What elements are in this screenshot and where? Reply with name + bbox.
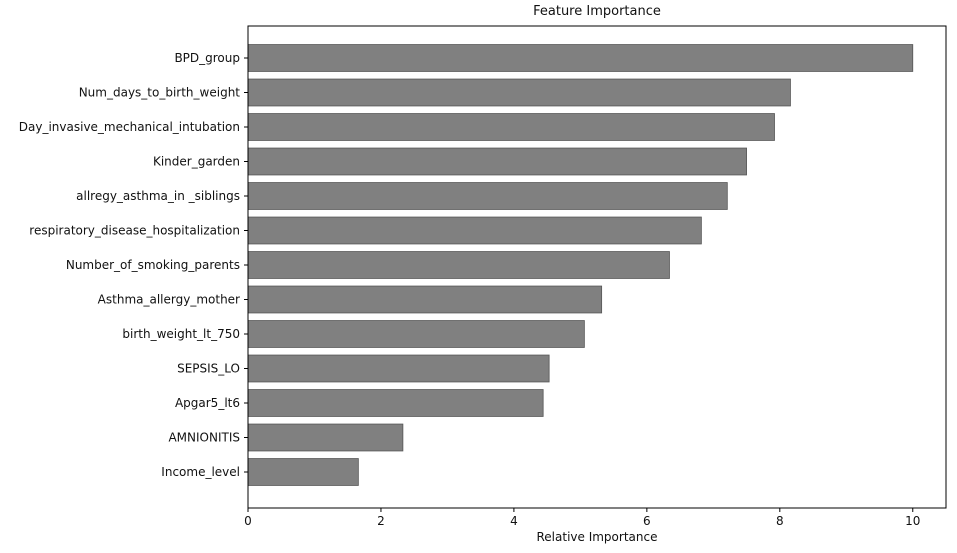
chart-title: Feature Importance [533,4,661,19]
x-tick-label: 6 [643,514,651,528]
y-tick-label: Number_of_smoking_parents [66,258,240,272]
bar [247,320,585,348]
bar [247,216,702,245]
x-tick-label: 2 [377,514,385,528]
x-tick-label: 10 [905,514,920,528]
y-tick-label: respiratory_disease_hospitalization [29,224,240,238]
bar [247,389,544,417]
y-tick-label: SEPSIS_LO [177,362,240,376]
y-tick-label: BPD_group [174,51,240,65]
bar [247,458,359,486]
y-tick-label: Kinder_garden [153,155,240,169]
bar [247,354,550,383]
y-tick-label: Apgar5_lt6 [175,396,240,410]
bar [247,182,728,210]
plot-frame [247,25,947,509]
y-tick-label: birth_weight_lt_750 [122,327,240,341]
bar [247,285,603,314]
bar [247,44,914,72]
x-axis-label: Relative Importance [537,530,658,544]
x-tick-label: 0 [244,514,252,528]
y-tick-label: AMNIONITIS [168,431,240,445]
y-tick-label: Day_invasive_mechanical_intubation [19,120,240,134]
y-tick-label: Income_level [161,465,240,479]
bar [247,251,670,279]
x-tick-label: 8 [776,514,784,528]
y-tick-label: Num_days_to_birth_weight [79,86,241,100]
bar [247,113,775,141]
bar [247,78,791,107]
bar [247,147,747,176]
bar [247,423,404,452]
y-tick-label: allregy_asthma_in _siblings [76,189,240,203]
x-tick-label: 4 [510,514,518,528]
y-tick-label: Asthma_allergy_mother [98,293,240,307]
